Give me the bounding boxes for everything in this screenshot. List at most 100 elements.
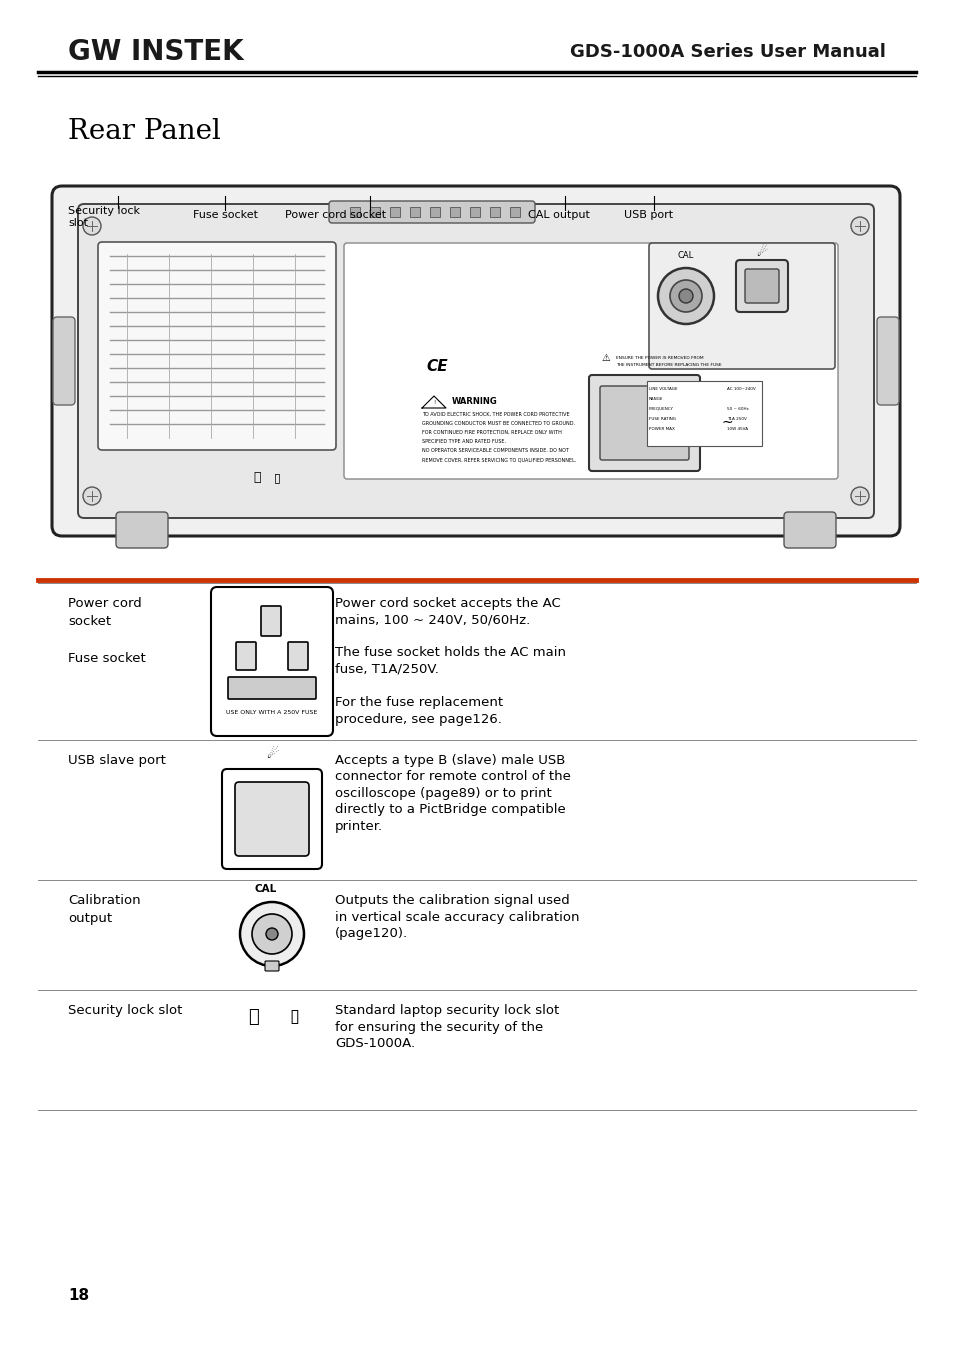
Text: TO AVOID ELECTRIC SHOCK, THE POWER CORD PROTECTIVE: TO AVOID ELECTRIC SHOCK, THE POWER CORD … bbox=[421, 411, 569, 417]
Text: (page120).: (page120). bbox=[335, 927, 408, 940]
Text: CE: CE bbox=[426, 359, 447, 374]
Text: Fuse socket: Fuse socket bbox=[68, 652, 146, 665]
FancyBboxPatch shape bbox=[52, 186, 899, 536]
Text: FOR CONTINUED FIRE PROTECTION, REPLACE ONLY WITH: FOR CONTINUED FIRE PROTECTION, REPLACE O… bbox=[421, 430, 561, 434]
Text: 10W 45VA: 10W 45VA bbox=[726, 428, 747, 430]
FancyBboxPatch shape bbox=[234, 782, 309, 857]
Circle shape bbox=[266, 928, 277, 940]
Text: CAL: CAL bbox=[254, 884, 276, 894]
Text: procedure, see page126.: procedure, see page126. bbox=[335, 712, 501, 726]
Text: ▯: ▯ bbox=[289, 1008, 298, 1027]
Text: ▯: ▯ bbox=[274, 471, 280, 484]
Text: SPECIFIED TYPE AND RATED FUSE.: SPECIFIED TYPE AND RATED FUSE. bbox=[421, 438, 505, 444]
Circle shape bbox=[83, 487, 101, 505]
Text: AC 100~240V: AC 100~240V bbox=[726, 387, 755, 391]
Text: GDS-1000A Series User Manual: GDS-1000A Series User Manual bbox=[570, 43, 885, 61]
Circle shape bbox=[850, 487, 868, 505]
Text: 18: 18 bbox=[68, 1287, 89, 1303]
FancyBboxPatch shape bbox=[53, 317, 75, 405]
FancyBboxPatch shape bbox=[228, 677, 315, 699]
Text: FREQUENCY: FREQUENCY bbox=[648, 407, 673, 411]
Text: THE INSTRUMENT BEFORE REPLACING THE FUSE: THE INSTRUMENT BEFORE REPLACING THE FUSE bbox=[616, 363, 720, 367]
Text: Calibration
output: Calibration output bbox=[68, 894, 140, 925]
Bar bbox=[510, 206, 519, 217]
Bar bbox=[490, 206, 499, 217]
Text: WARNING: WARNING bbox=[452, 397, 497, 406]
Circle shape bbox=[83, 217, 101, 235]
Text: Security lock slot: Security lock slot bbox=[68, 1004, 182, 1017]
Text: REMOVE COVER. REFER SERVICING TO QUALIFIED PERSONNEL.: REMOVE COVER. REFER SERVICING TO QUALIFI… bbox=[421, 457, 576, 461]
Bar bbox=[370, 206, 379, 217]
Text: !: ! bbox=[433, 399, 435, 405]
FancyBboxPatch shape bbox=[344, 243, 837, 479]
Text: GDS-1000A.: GDS-1000A. bbox=[335, 1037, 415, 1050]
Bar bbox=[430, 206, 439, 217]
Text: connector for remote control of the: connector for remote control of the bbox=[335, 770, 570, 784]
Bar bbox=[470, 206, 479, 217]
FancyBboxPatch shape bbox=[288, 642, 308, 670]
Text: USE ONLY WITH A 250V FUSE: USE ONLY WITH A 250V FUSE bbox=[226, 710, 317, 715]
Bar bbox=[410, 206, 419, 217]
Text: Fuse socket: Fuse socket bbox=[193, 210, 257, 220]
Text: The fuse socket holds the AC main: The fuse socket holds the AC main bbox=[335, 646, 565, 660]
Text: POWER MAX: POWER MAX bbox=[648, 428, 674, 430]
FancyBboxPatch shape bbox=[329, 201, 535, 223]
Text: ⚠: ⚠ bbox=[601, 353, 610, 363]
FancyBboxPatch shape bbox=[98, 241, 335, 451]
Text: USB slave port: USB slave port bbox=[68, 754, 166, 768]
FancyBboxPatch shape bbox=[235, 642, 255, 670]
Text: ENSURE THE POWER IS REMOVED FROM: ENSURE THE POWER IS REMOVED FROM bbox=[616, 356, 703, 360]
Text: ☄: ☄ bbox=[756, 246, 767, 259]
Text: NO OPERATOR SERVICEABLE COMPONENTS INSIDE. DO NOT: NO OPERATOR SERVICEABLE COMPONENTS INSID… bbox=[421, 448, 568, 453]
FancyBboxPatch shape bbox=[265, 960, 278, 971]
Text: in vertical scale accuracy calibration: in vertical scale accuracy calibration bbox=[335, 911, 578, 924]
Text: T1A 250V: T1A 250V bbox=[726, 417, 746, 421]
FancyBboxPatch shape bbox=[78, 204, 873, 518]
FancyBboxPatch shape bbox=[588, 375, 700, 471]
Text: RANGE: RANGE bbox=[648, 397, 662, 401]
FancyBboxPatch shape bbox=[744, 268, 779, 304]
FancyBboxPatch shape bbox=[222, 769, 322, 869]
Bar bbox=[390, 206, 399, 217]
FancyBboxPatch shape bbox=[876, 317, 898, 405]
FancyBboxPatch shape bbox=[261, 606, 281, 635]
Circle shape bbox=[850, 217, 868, 235]
Text: GROUNDING CONDUCTOR MUST BE CONNECTED TO GROUND.: GROUNDING CONDUCTOR MUST BE CONNECTED TO… bbox=[421, 421, 575, 426]
Text: oscilloscope (page89) or to print: oscilloscope (page89) or to print bbox=[335, 786, 551, 800]
Bar bbox=[350, 206, 359, 217]
FancyBboxPatch shape bbox=[116, 513, 168, 548]
Circle shape bbox=[669, 281, 701, 312]
Text: mains, 100 ~ 240V, 50/60Hz.: mains, 100 ~ 240V, 50/60Hz. bbox=[335, 614, 530, 626]
Circle shape bbox=[679, 289, 692, 304]
FancyBboxPatch shape bbox=[783, 513, 835, 548]
Text: USB port: USB port bbox=[623, 210, 673, 220]
Bar bbox=[450, 206, 459, 217]
Text: fuse, T1A/250V.: fuse, T1A/250V. bbox=[335, 662, 438, 676]
Text: printer.: printer. bbox=[335, 820, 383, 832]
Text: Outputs the calibration signal used: Outputs the calibration signal used bbox=[335, 894, 569, 907]
Text: GW INSTEK: GW INSTEK bbox=[68, 38, 243, 66]
Text: 🔒: 🔒 bbox=[249, 1008, 259, 1027]
Text: Rear Panel: Rear Panel bbox=[68, 117, 221, 144]
Circle shape bbox=[658, 268, 713, 324]
FancyBboxPatch shape bbox=[211, 587, 333, 737]
Text: 50 ~ 60Hz: 50 ~ 60Hz bbox=[726, 407, 748, 411]
Text: directly to a PictBridge compatible: directly to a PictBridge compatible bbox=[335, 804, 565, 816]
Text: FUSE RATING: FUSE RATING bbox=[648, 417, 676, 421]
FancyBboxPatch shape bbox=[599, 386, 688, 460]
Text: 🔒: 🔒 bbox=[253, 471, 260, 484]
Text: Security lock
slot: Security lock slot bbox=[68, 206, 140, 228]
FancyBboxPatch shape bbox=[648, 243, 834, 370]
Text: Accepts a type B (slave) male USB: Accepts a type B (slave) male USB bbox=[335, 754, 565, 768]
FancyBboxPatch shape bbox=[735, 260, 787, 312]
Bar bbox=[646, 380, 761, 447]
Text: Standard laptop security lock slot: Standard laptop security lock slot bbox=[335, 1004, 558, 1017]
Text: LINE VOLTAGE: LINE VOLTAGE bbox=[648, 387, 677, 391]
Text: CAL: CAL bbox=[678, 251, 694, 260]
Text: ∼: ∼ bbox=[721, 415, 733, 429]
Text: Power cord socket: Power cord socket bbox=[285, 210, 386, 220]
Text: CAL output: CAL output bbox=[527, 210, 589, 220]
Text: ☄: ☄ bbox=[266, 747, 278, 761]
Text: For the fuse replacement: For the fuse replacement bbox=[335, 696, 502, 710]
Circle shape bbox=[240, 902, 304, 966]
